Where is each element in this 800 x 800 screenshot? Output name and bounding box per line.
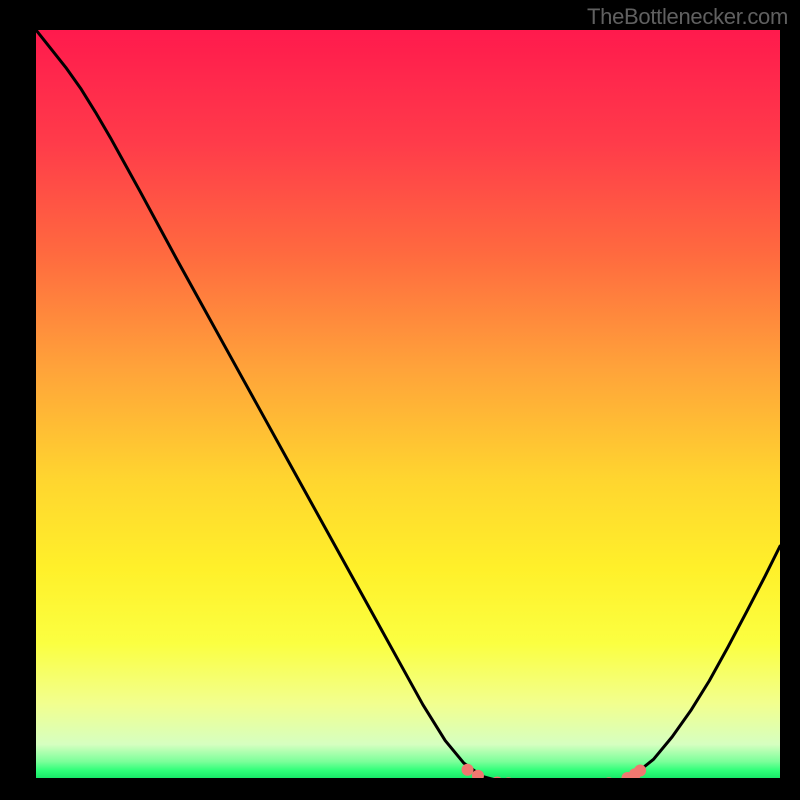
watermark-text: TheBottlenecker.com — [587, 4, 788, 30]
optimal-zone-dots — [36, 30, 780, 778]
optimal-dot — [472, 770, 484, 778]
optimal-dot — [491, 776, 503, 778]
optimal-dot — [462, 764, 474, 776]
optimal-dot — [502, 777, 514, 778]
optimal-dot — [603, 777, 615, 778]
plot-area — [36, 30, 780, 778]
optimal-dot — [634, 765, 646, 777]
